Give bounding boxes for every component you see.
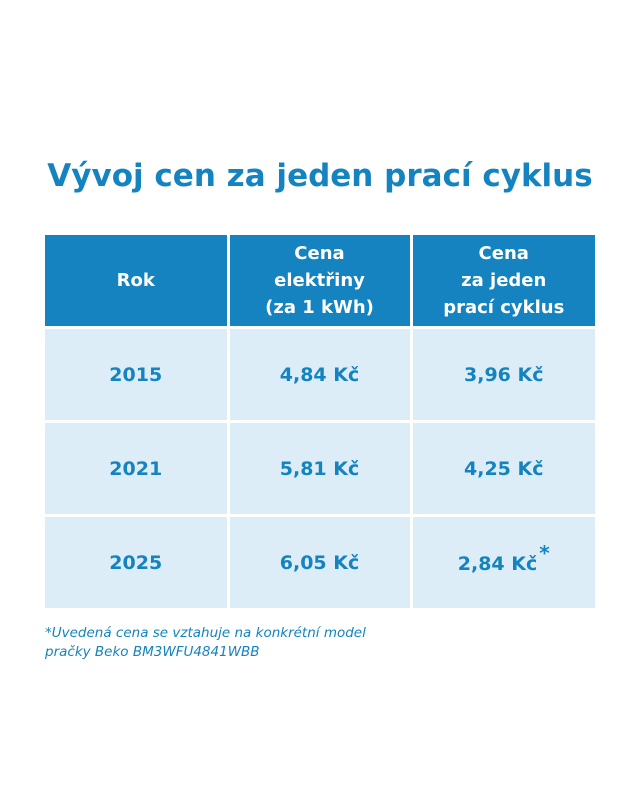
cell-year: 2025 [45,514,230,608]
cell-cycle-price: 2,84 Kč * [409,514,595,608]
cell-year: 2015 [45,326,230,423]
table-row: 2015 4,84 Kč 3,96 Kč [45,326,595,423]
table-row: 2025 6,05 Kč 2,84 Kč * [45,514,595,608]
cell-cycle-price: 3,96 Kč [409,326,595,423]
table-header-row: Rok Cena elektřiny (za 1 kWh) Cena za je… [45,235,595,329]
footnote: *Uvedená cena se vztahuje na konkrétní m… [45,625,366,660]
cell-electricity-price: 6,05 Kč [226,514,413,608]
page-title: Vývoj cen za jeden prací cyklus [47,158,593,194]
header-electricity-price: Cena elektřiny (za 1 kWh) [226,235,413,329]
cell-electricity-price: 5,81 Kč [226,420,413,517]
footnote-marker: * [539,540,550,565]
cycle-price-value: 2,84 Kč [457,552,538,575]
table-row: 2021 5,81 Kč 4,25 Kč [45,420,595,517]
cell-year: 2021 [45,420,230,517]
header-cycle-price: Cena za jeden prací cyklus [409,235,595,329]
price-table: Rok Cena elektřiny (za 1 kWh) Cena za je… [45,235,595,608]
header-year: Rok [45,235,230,329]
cell-cycle-price: 4,25 Kč [409,420,595,517]
cell-electricity-price: 4,84 Kč [226,326,413,423]
